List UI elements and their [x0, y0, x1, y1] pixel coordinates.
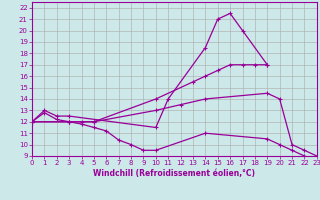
X-axis label: Windchill (Refroidissement éolien,°C): Windchill (Refroidissement éolien,°C) [93, 169, 255, 178]
